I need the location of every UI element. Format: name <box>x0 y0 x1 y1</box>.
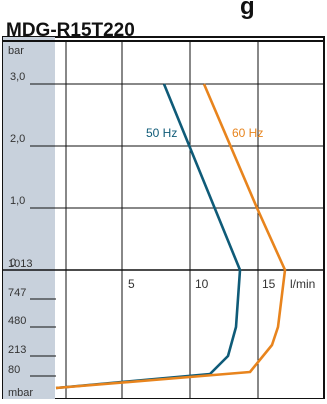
chart-title: MDG-R15T220 <box>6 20 135 41</box>
pressure-tick-label-3: 0 <box>10 257 16 269</box>
series-label-50hz: 50 Hz <box>146 126 177 140</box>
pressure-unit-label: bar <box>8 45 24 57</box>
x-tick-label-1: 10 <box>195 277 209 291</box>
vacuum-tick-label-3: 213 <box>8 344 26 356</box>
vacuum-unit-label: mbar <box>8 387 33 399</box>
vacuum-tick-label-2: 480 <box>8 315 26 327</box>
series-label-60hz: 60 Hz <box>232 126 263 140</box>
pressure-tick-label-2: 1,0 <box>10 195 25 207</box>
axis-label-sidebar <box>3 37 55 399</box>
vacuum-tick-label-4: 80 <box>8 364 20 376</box>
x-unit-label: l/min <box>290 277 315 291</box>
vacuum-tick-label-1: 747 <box>8 287 26 299</box>
pressure-tick-label-0: 3,0 <box>10 71 25 83</box>
x-tick-label-2: 15 <box>262 277 276 291</box>
series-layer <box>55 83 287 390</box>
pressure-tick-label-1: 2,0 <box>10 133 25 145</box>
cropped-heading: g <box>240 0 255 20</box>
series-line-60hz <box>55 83 287 390</box>
x-tick-label-0: 5 <box>128 277 135 291</box>
vacuum-tick-label-0: 1013 <box>8 258 32 270</box>
